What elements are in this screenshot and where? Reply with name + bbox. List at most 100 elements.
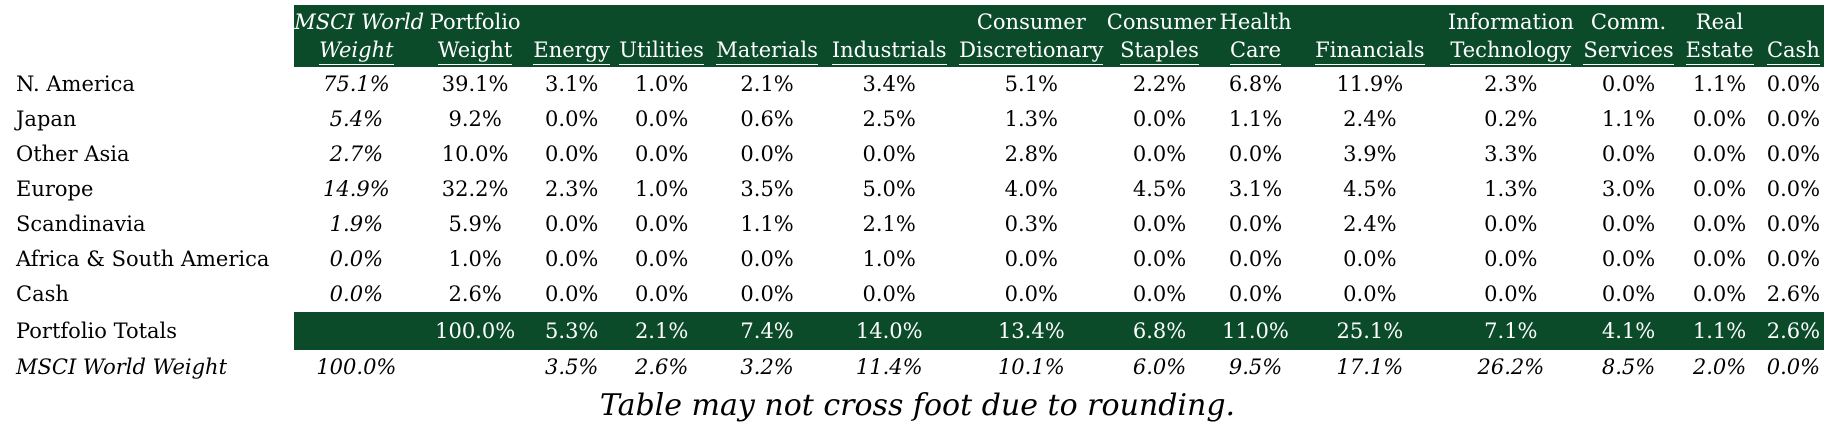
table-cell: 0.0% — [862, 282, 916, 306]
table-cell: 0.0% — [329, 282, 384, 306]
table-cell: 0.0% — [634, 212, 689, 236]
table-cell: 2.0% — [1692, 355, 1747, 379]
row-label: Portfolio Totals — [10, 312, 295, 350]
table-cell: 5.4% — [329, 107, 384, 131]
table-cell: 0.0% — [1484, 282, 1538, 306]
table-cell: 5.1% — [1004, 72, 1058, 96]
table-cell: 0.0% — [1766, 72, 1821, 96]
msci-weight-row: MSCI World Weight 100.0% 3.5% 2.6% 3.2% 11.4%… — [10, 350, 1824, 385]
table-cell: 0.6% — [740, 107, 794, 131]
column-header: Industrials — [822, 5, 956, 67]
table-cell: 7.1% — [1440, 312, 1581, 350]
table-cell: 0.0% — [1004, 247, 1058, 271]
row-label: Africa & South America — [16, 247, 270, 271]
column-header-line2: Services — [1583, 37, 1674, 65]
column-header: MSCI World Weight — [294, 5, 424, 67]
table-cell: 100.0% — [316, 355, 397, 379]
column-header-line1: Information — [1447, 10, 1574, 34]
table-cell: 0.0% — [1004, 282, 1058, 306]
table-cell: 1.1% — [740, 212, 794, 236]
table-cell: 0.0% — [329, 247, 384, 271]
table-cell: 0.0% — [1766, 212, 1821, 236]
table-cell: 75.1% — [322, 72, 390, 96]
table-row: Scandinavia 1.9% 5.9% 0.0% 0.0% 1.1% 2.1% 0.3% 0… — [10, 207, 1824, 242]
table-cell: 0.0% — [545, 282, 599, 306]
table-row: Africa & South America 0.0% 1.0% 0.0% 0.0% 0.… — [10, 242, 1824, 277]
table-cell: 2.6% — [1762, 312, 1824, 350]
table-cell: 0.2% — [1484, 107, 1538, 131]
table-cell: 0.0% — [1766, 177, 1821, 201]
row-label: Scandinavia — [16, 212, 146, 236]
table-cell: 6.0% — [1132, 355, 1187, 379]
table-cell: 25.1% — [1298, 312, 1441, 350]
table-cell: 1.0% — [634, 177, 689, 201]
table-cell: 0.0% — [740, 247, 794, 271]
table-cell: 0.0% — [1766, 142, 1821, 166]
table-cell: 0.0% — [634, 247, 689, 271]
table-cell: 0.0% — [1132, 107, 1187, 131]
table-cell: 14.9% — [322, 177, 390, 201]
table-cell — [294, 312, 419, 350]
table-cell: 1.1% — [1601, 107, 1656, 131]
table-cell: 0.0% — [1692, 212, 1747, 236]
table-cell: 10.1% — [997, 355, 1065, 379]
table-cell: 7.4% — [711, 312, 823, 350]
column-header: Consumer Staples — [1106, 5, 1216, 67]
column-header-line2: Weight — [437, 37, 513, 65]
table-cell: 2.6% — [448, 282, 502, 306]
table-cell: 2.6% — [634, 355, 689, 379]
table-cell: 100.0% — [418, 312, 532, 350]
column-header-line2: Industrials — [831, 37, 947, 65]
table-cell: 4.5% — [1343, 177, 1397, 201]
row-label: Europe — [16, 177, 94, 201]
table-cell: 2.5% — [862, 107, 916, 131]
table-cell: 10.0% — [441, 142, 509, 166]
table-cell: 1.3% — [1484, 177, 1538, 201]
header-row: MSCI World Weight Portfolio Weight Energy Uti… — [10, 5, 1824, 67]
table-cell: 5.9% — [448, 212, 502, 236]
table-cell: 13.4% — [955, 312, 1107, 350]
table-cell: 0.0% — [1766, 355, 1821, 379]
table-cell: 2.7% — [329, 142, 384, 166]
table-cell: 11.4% — [855, 355, 923, 379]
table-cell: 0.0% — [1132, 247, 1187, 271]
table-cell: 0.0% — [545, 212, 599, 236]
table-row: Cash 0.0% 2.6% 0.0% 0.0% 0.0% 0.0% 0.0% 0.0% 0.0%… — [10, 277, 1824, 312]
row-label: N. America — [16, 72, 135, 96]
table-cell: 0.0% — [634, 142, 689, 166]
table-row: Japan 5.4% 9.2% 0.0% 0.0% 0.6% 2.5% 1.3% 0.0% 1.1… — [10, 102, 1824, 137]
table-cell: 2.1% — [740, 72, 794, 96]
table-cell: 0.0% — [1601, 72, 1656, 96]
column-header-line1: Consumer — [976, 10, 1086, 34]
table-cell: 0.0% — [1343, 282, 1397, 306]
table-cell: 3.5% — [740, 177, 794, 201]
column-header: Financials — [1298, 5, 1441, 67]
column-header-line2: Staples — [1120, 37, 1199, 65]
table-cell: 5.0% — [862, 177, 916, 201]
column-header-line2: Estate — [1685, 37, 1754, 65]
table-cell: 1.1% — [1228, 107, 1283, 131]
table-cell: 2.1% — [862, 212, 916, 236]
allocation-table: MSCI World Weight Portfolio Weight Energy Uti… — [10, 5, 1824, 385]
column-header-line2: Technology — [1450, 37, 1572, 65]
table-cell: 0.0% — [545, 247, 599, 271]
table-cell: 0.0% — [1601, 282, 1656, 306]
table-cell: 0.0% — [1692, 282, 1747, 306]
table-cell: 1.3% — [1004, 107, 1058, 131]
table-cell: 2.1% — [611, 312, 712, 350]
table-cell: 3.0% — [1601, 177, 1656, 201]
column-header-line2: Discretionary — [959, 37, 1104, 65]
column-header: Consumer Discretionary — [955, 5, 1107, 67]
table-cell — [419, 350, 532, 385]
table-cell: 2.8% — [1004, 142, 1058, 166]
column-header-line1: Portfolio — [429, 10, 521, 34]
column-header-line2: Utilities — [619, 37, 704, 65]
table-cell: 0.0% — [1228, 247, 1283, 271]
table-cell: 3.3% — [1484, 142, 1538, 166]
table-cell: 0.0% — [1601, 247, 1656, 271]
row-label: MSCI World Weight — [16, 355, 228, 379]
table-cell: 6.8% — [1228, 72, 1283, 96]
table-cell: 1.0% — [634, 72, 689, 96]
table-cell: 2.3% — [1484, 72, 1538, 96]
